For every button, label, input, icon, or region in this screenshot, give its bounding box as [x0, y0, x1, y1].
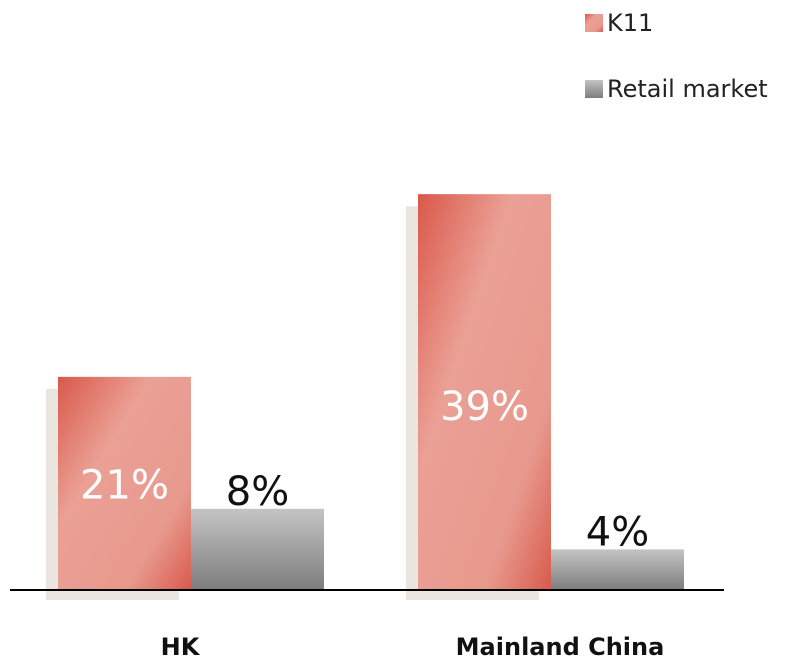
bar-retail-market-hk [191, 508, 324, 590]
category-label-mainland-china: Mainland China [456, 633, 665, 661]
legend-label-retail-market: Retail market [607, 75, 768, 103]
legend-item-retail-market: Retail market [585, 75, 768, 103]
bars [58, 194, 684, 590]
category-labels: HK Mainland China [161, 633, 665, 661]
category-label-hk: HK [161, 633, 201, 661]
value-label-k11-hk: 21% [80, 462, 169, 508]
value-labels: 21% 8% 39% 4% [80, 384, 649, 556]
legend-label-k11: K11 [607, 9, 653, 37]
value-label-retail-market-hk: 8% [226, 469, 289, 515]
bar-retail-market-mainland-china [551, 549, 684, 590]
value-label-retail-market-mainland-china: 4% [586, 509, 649, 555]
bar-k11-mainland-china [418, 194, 551, 590]
legend-swatch-k11 [585, 14, 603, 32]
bar-k11-hk [58, 376, 191, 590]
legend-swatch-retail-market [585, 80, 603, 98]
legend-item-k11: K11 [585, 9, 653, 37]
value-label-k11-mainland-china: 39% [440, 384, 529, 430]
legend: K11 Retail market [585, 9, 768, 103]
